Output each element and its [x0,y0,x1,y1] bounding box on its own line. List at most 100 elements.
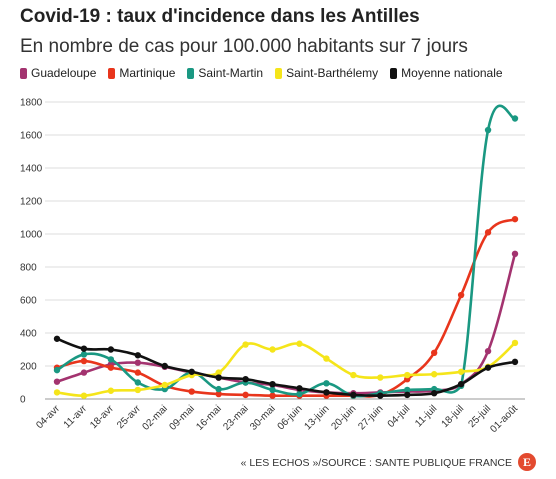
data-point [53,378,61,385]
y-tick-label: 1400 [20,164,43,175]
legend-item-saint-barthelemy[interactable]: Saint-Barthélemy [275,66,378,80]
data-point [107,364,115,371]
x-tick-label: 20-juin [329,403,358,432]
legend-label: Guadeloupe [31,66,97,80]
data-point [484,347,492,355]
y-tick-label: 1000 [20,230,43,241]
data-point [242,341,249,348]
legend: Guadeloupe Martinique Saint-Martin Saint… [20,66,503,80]
legend-swatch [20,67,27,79]
x-tick-label: 02-mai [140,403,169,432]
y-tick-label: 1200 [20,197,43,208]
data-point [484,229,492,236]
data-point [242,376,249,383]
legend-item-guadeloupe[interactable]: Guadeloupe [20,66,96,80]
data-point [404,386,411,394]
legend-swatch [108,67,116,79]
legend-label: Saint-Martin [198,66,264,80]
data-point [377,374,384,381]
y-tick-label: 400 [20,329,37,340]
legend-item-moyenne-nationale[interactable]: Moyenne nationale [390,66,503,80]
x-tick-label: 01-août [488,403,520,435]
x-tick-label: 06-juin [276,403,305,432]
data-point [269,386,276,394]
data-point [161,362,168,370]
data-point [457,368,465,375]
y-tick-label: 1600 [20,131,43,142]
data-point [53,389,61,396]
data-point [323,380,330,387]
data-point [134,386,142,394]
x-tick-label: 25-avr [115,403,143,431]
data-point [134,379,142,386]
data-point [107,346,115,353]
legend-label: Moyenne nationale [401,66,503,80]
data-point [269,346,276,353]
data-point [377,392,384,399]
data-point [80,345,88,352]
x-tick-label: 04-avr [34,403,62,431]
data-point [242,391,249,399]
legend-item-saint-martin[interactable]: Saint-Martin [187,66,263,80]
legend-swatch [187,67,195,79]
data-point [80,351,88,358]
x-tick-label: 27-juin [356,403,385,432]
source-note: « LES ECHOS »/SOURCE : SANTE PUBLIQUE FR… [240,457,512,469]
legend-label: Saint-Barthélemy [286,66,379,80]
data-point [457,380,465,388]
data-point [484,126,492,134]
data-point [188,368,195,375]
data-point [107,387,115,394]
y-tick-label: 800 [20,263,37,274]
legend-item-martinique[interactable]: Martinique [108,66,175,80]
x-tick-label: 13-juin [303,403,332,432]
data-point [80,392,88,399]
data-point [80,369,88,376]
les-echos-logo: E [518,453,536,471]
y-tick-label: 0 [20,395,26,406]
x-tick-label: 09-mai [167,403,196,432]
data-point [430,349,438,356]
x-tick-label: 18-avr [88,403,116,431]
data-point [296,340,303,347]
x-tick-label: 23-mai [221,403,250,432]
data-point [134,352,142,359]
data-point [161,381,168,389]
data-point [511,339,519,347]
data-point [430,371,438,378]
y-tick-label: 200 [20,362,37,373]
data-point [215,369,222,376]
data-point [511,250,519,257]
series-line [55,217,517,398]
data-point [323,355,330,362]
series-saint-martin [53,104,519,399]
x-tick-label: 18-juil [440,403,467,430]
data-point [457,291,465,299]
data-point [323,389,330,396]
data-point [188,388,195,395]
data-point [215,374,222,381]
data-point [296,390,303,398]
data-point [296,385,303,392]
x-tick-label: 30-mai [248,403,277,432]
data-point [134,369,142,376]
x-tick-label: 04-juil [386,403,413,430]
data-point [404,391,411,399]
data-point [404,371,411,379]
data-point [107,356,115,363]
chart-subtitle: En nombre de cas pour 100.000 habitants … [20,36,468,57]
legend-swatch [275,67,283,79]
data-point [511,215,519,223]
data-point [484,364,492,371]
series-martinique [53,215,519,399]
x-tick-label: 11-juil [413,403,439,429]
data-point [80,357,88,365]
data-point [350,391,357,399]
y-tick-label: 600 [20,296,37,307]
series-moyenne-nationale [53,335,519,399]
data-point [511,358,519,366]
data-point [53,335,61,342]
chart-title: Covid-19 : taux d'incidence dans les Ant… [20,6,420,27]
